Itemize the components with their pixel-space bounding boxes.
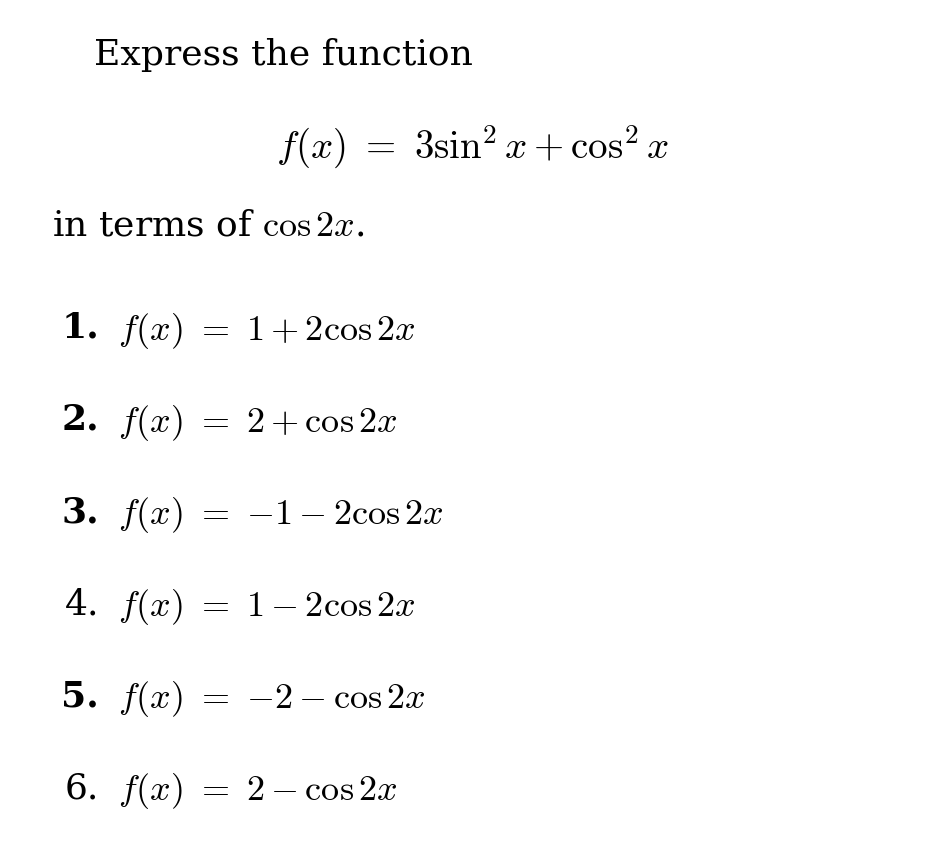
Text: Express the function: Express the function <box>94 38 473 72</box>
Text: $f(x) \ = \ 1 + 2\cos 2x$: $f(x) \ = \ 1 + 2\cos 2x$ <box>118 311 415 351</box>
Text: 3.: 3. <box>61 495 99 529</box>
Text: in terms of $\cos 2x$.: in terms of $\cos 2x$. <box>52 209 364 243</box>
Text: $f(x) \ = \ 1 - 2\cos 2x$: $f(x) \ = \ 1 - 2\cos 2x$ <box>118 587 415 627</box>
Text: 1.: 1. <box>61 311 99 345</box>
Text: $f(x) \ = \ {-2} - \cos 2x$: $f(x) \ = \ {-2} - \cos 2x$ <box>118 679 426 719</box>
Text: 4.: 4. <box>64 587 99 621</box>
Text: $f(x) \ = \ 2 + \cos 2x$: $f(x) \ = \ 2 + \cos 2x$ <box>118 403 397 443</box>
Text: 2.: 2. <box>61 403 99 437</box>
Text: $f(x) \ = \ 2 - \cos 2x$: $f(x) \ = \ 2 - \cos 2x$ <box>118 771 397 811</box>
Text: $f(x) \ = \ 3\sin^2 x + \cos^2 x$: $f(x) \ = \ 3\sin^2 x + \cos^2 x$ <box>276 124 668 170</box>
Text: 5.: 5. <box>61 679 99 713</box>
Text: $f(x) \ = \ {-1} - 2\cos 2x$: $f(x) \ = \ {-1} - 2\cos 2x$ <box>118 495 444 535</box>
Text: 6.: 6. <box>65 771 99 805</box>
